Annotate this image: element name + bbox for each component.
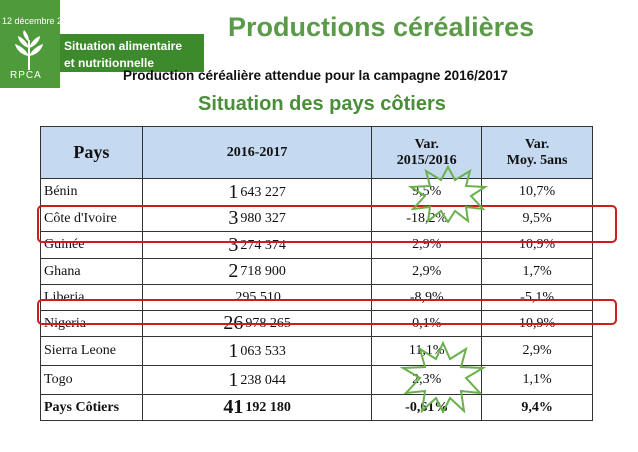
highlight-liberia: [37, 299, 617, 325]
row-production-rest: 238 044: [240, 372, 286, 388]
row-production-rest: 643 227: [240, 184, 286, 200]
row-var-2015: 9,5%: [371, 178, 483, 206]
total-production-lead: 41: [223, 396, 244, 418]
row-pays: Ghana: [40, 258, 143, 285]
row-production-lead: 1: [228, 180, 239, 203]
total-production: 41 192 180: [141, 394, 373, 421]
production-table: Pays 2016-2017 Var. 2015/2016 Var. Moy. …: [40, 126, 593, 421]
label-line-1: Situation alimentaire: [64, 39, 183, 53]
row-pays: Togo: [40, 365, 143, 395]
header-var-5ans: Var. Moy. 5ans: [481, 126, 593, 179]
label-line-2: et nutritionnelle: [64, 56, 154, 70]
row-var-5ans: 2,9%: [481, 336, 593, 366]
header-pays: Pays: [40, 126, 143, 179]
row-pays: Sierra Leone: [40, 336, 143, 366]
row-production-lead: 3: [228, 207, 239, 229]
row-production-rest: 295 510: [235, 290, 281, 305]
header-year: 2016-2017: [141, 126, 373, 179]
subtitle: Production céréalière attendue pour la c…: [123, 68, 508, 83]
row-production: 1 643 227: [141, 178, 373, 206]
label-box: [60, 34, 204, 72]
row-var-2015: -18,2%: [371, 205, 483, 232]
row-production: 1 063 533: [141, 336, 373, 366]
starburst-highlight-icon: [408, 165, 488, 223]
row-production-lead: 1: [228, 368, 239, 391]
date-label: 12 décembre 2016: [2, 16, 78, 26]
row-production-lead: 1: [228, 339, 239, 362]
table-total-row: Pays Côtiers 41 192 180 -0,61% 9,4%: [40, 394, 593, 421]
row-var-2015: 2,3%: [371, 365, 483, 395]
row-production: 2 718 900: [141, 258, 373, 285]
row-var-5ans: 1,1%: [481, 365, 593, 395]
total-var-5ans: 9,4%: [481, 394, 593, 421]
section-title: Situation des pays côtiers: [198, 93, 446, 115]
total-pays: Pays Côtiers: [40, 394, 143, 421]
table-row: Liberia 295 510 -8,9% -5,1%: [40, 284, 593, 311]
row-production-lead: 3: [228, 233, 239, 256]
row-production-rest: 063 533: [240, 343, 286, 359]
row-pays: Liberia: [40, 284, 143, 311]
row-var-5ans: 1,7%: [481, 258, 593, 285]
row-production: 1 238 044: [141, 365, 373, 395]
logo-text: RPCA: [10, 70, 42, 81]
row-production-lead: 2: [228, 260, 239, 282]
row-var-2015: 2,9%: [371, 258, 483, 285]
row-pays: Bénin: [40, 178, 143, 206]
table-row: Bénin 1 643 227 9,5% 10,7%: [40, 178, 593, 206]
header-var-5ans-line2: Moy. 5ans: [506, 152, 568, 168]
starburst-highlight-icon: [400, 341, 486, 413]
table-row: Sierra Leone 1 063 533 11,1% 2,9%: [40, 336, 593, 366]
row-production-rest: 718 900: [240, 264, 286, 279]
table-row: Togo 1 238 044 2,3% 1,1%: [40, 365, 593, 395]
row-var-5ans: 10,7%: [481, 178, 593, 206]
row-var-5ans: 9,5%: [481, 205, 593, 232]
table-header-row: Pays 2016-2017 Var. 2015/2016 Var. Moy. …: [40, 126, 593, 179]
wheat-logo-icon: [15, 30, 43, 70]
row-production-rest: 980 327: [240, 211, 286, 226]
header-var-5ans-line1: Var.: [524, 136, 550, 152]
row-production: 295 510: [141, 284, 373, 311]
header-var-2015-line2: 2015/2016: [396, 152, 457, 168]
total-production-rest: 192 180: [245, 400, 291, 415]
row-var-5ans: 10,9%: [481, 231, 593, 259]
header-var-2015-line1: Var.: [414, 136, 439, 152]
header-var-2015: Var. 2015/2016: [371, 126, 483, 179]
table-row: Ghana 2 718 900 2,9% 1,7%: [40, 258, 593, 285]
highlight-cote-divoire: [37, 205, 617, 243]
page-title: Productions céréalières: [228, 12, 535, 42]
